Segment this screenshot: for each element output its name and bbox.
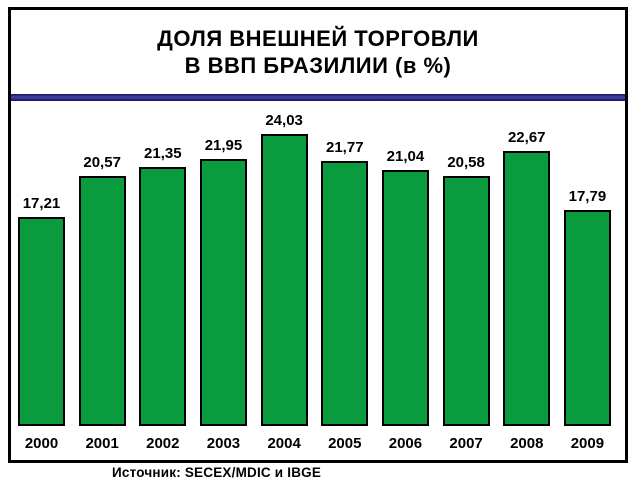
bar-column: 17,79 2009 (563, 101, 611, 460)
bar (321, 161, 369, 426)
bar-value-label: 17,21 (22, 195, 61, 212)
bar-column: 17,21 2000 (18, 101, 65, 460)
bar-column: 21,95 2003 (199, 101, 247, 460)
bar-column: 21,35 2002 (139, 101, 187, 460)
year-label: 2009 (570, 434, 605, 452)
year-label: 2003 (206, 434, 241, 452)
year-label: 2004 (267, 434, 301, 452)
bar-value-label: 21,77 (326, 139, 364, 156)
bar-column: 20,57 2001 (78, 101, 126, 460)
bar-value-label: 24,03 (265, 112, 303, 129)
year-label: 2005 (328, 434, 362, 452)
bar (199, 159, 247, 426)
bar-value-label: 17,79 (568, 188, 607, 205)
year-label: 2002 (146, 434, 180, 452)
title-divider-band (11, 94, 625, 101)
bar (18, 217, 65, 426)
bar-plot-area: 17,21 2000 20,57 2001 21,35 2002 21,95 2003 24,0… (11, 101, 625, 460)
chart-title-line1: ДОЛЯ ВНЕШНЕЙ ТОРГОВЛИ (157, 26, 479, 51)
bar-value-label: 20,57 (83, 154, 121, 171)
chart-title: ДОЛЯ ВНЕШНЕЙ ТОРГОВЛИ В ВВП БРАЗИЛИИ (в … (11, 10, 625, 94)
chart-frame: ДОЛЯ ВНЕШНЕЙ ТОРГОВЛИ В ВВП БРАЗИЛИИ (в … (8, 7, 628, 463)
source-caption: Источник: SECEX/MDIC и IBGE (112, 465, 322, 480)
bar-column: 20,58 2007 (442, 101, 490, 460)
bar-value-label: 21,35 (144, 145, 182, 162)
bar (442, 176, 490, 426)
bar (503, 151, 551, 426)
chart-title-line2: В ВВП БРАЗИЛИИ (в %) (184, 53, 452, 78)
bar (381, 170, 429, 426)
year-label: 2006 (388, 434, 423, 452)
bar-column: 21,77 2005 (321, 101, 369, 460)
bar-value-label: 21,95 (204, 137, 243, 154)
year-label: 2001 (85, 434, 119, 452)
year-label: 2007 (449, 434, 483, 452)
year-label: 2000 (24, 434, 59, 452)
bar-value-label: 22,67 (507, 129, 546, 146)
bar (563, 210, 611, 426)
bar (78, 176, 126, 426)
year-label: 2008 (510, 434, 544, 452)
bar-value-label: 21,04 (386, 148, 425, 165)
bar-column: 21,04 2006 (381, 101, 429, 460)
bar-column: 22,67 2008 (503, 101, 551, 460)
bar (139, 167, 187, 426)
bar-value-label: 20,58 (447, 154, 485, 171)
bar (260, 134, 308, 426)
bar-column: 24,03 2004 (260, 101, 308, 460)
